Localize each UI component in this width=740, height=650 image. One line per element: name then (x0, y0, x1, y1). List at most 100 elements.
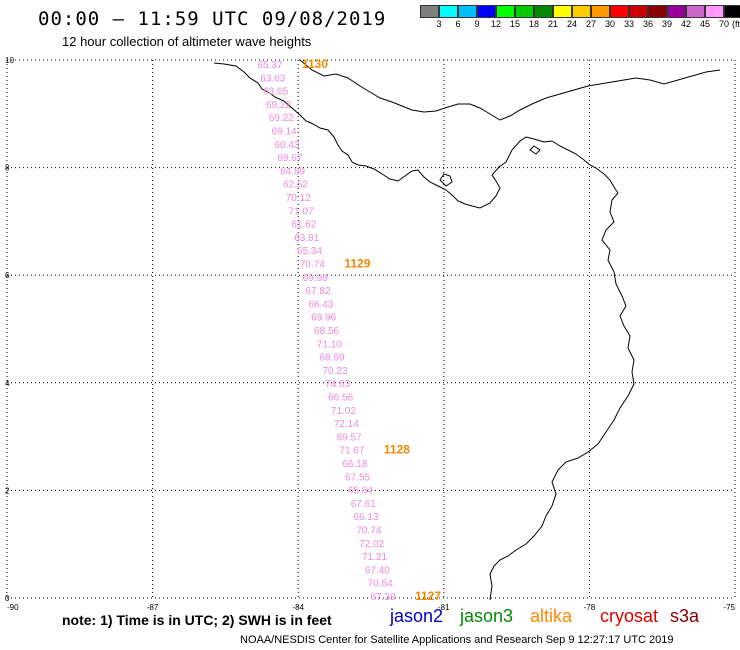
swh-value: 71.07 (289, 206, 314, 217)
color-scale-label: 70 (718, 19, 730, 29)
color-scale-label: 24 (566, 19, 578, 29)
swh-value: 63.81 (294, 233, 319, 244)
swh-value: 69.98 (303, 273, 328, 284)
axis-labels: -90 -87 -84 -81 -78 -75 0 2 4 6 8 10 (5, 56, 736, 612)
swh-value: 69.57 (337, 432, 362, 443)
color-swatch (648, 5, 667, 18)
swh-value: 64.89 (280, 166, 305, 177)
page-subtitle: 12 hour collection of altimeter wave hei… (62, 34, 312, 49)
track-time-labels: 1130 1129 1128 1127 (302, 57, 441, 603)
color-scale-label: 6 (455, 19, 461, 29)
lon-tick-label: -84 (292, 603, 304, 612)
pearl-islands (529, 145, 541, 155)
color-scale-label: 27 (585, 19, 597, 29)
lat-tick-label: 4 (5, 379, 10, 388)
color-swatch (496, 5, 515, 18)
swh-value: 66.18 (342, 459, 367, 470)
color-swatch (515, 5, 534, 18)
swh-value: 70.23 (322, 366, 347, 377)
color-scale-label: 42 (680, 19, 692, 29)
south-america-coast (489, 192, 635, 601)
lon-tick-label: -81 (438, 603, 450, 612)
lat-tick-label: 6 (5, 271, 10, 280)
swh-value: 69.14 (272, 127, 297, 138)
altimeter-track: 65.37 63.63 63.65 69.22 69.22 69.14 60.43 69.67… (257, 60, 395, 603)
swh-value: 66.13 (354, 512, 379, 523)
color-scale-swatches (420, 5, 740, 18)
lat-tick-label: 10 (5, 56, 14, 65)
color-scale-label: 30 (604, 19, 616, 29)
caribbean-coast (299, 59, 721, 121)
time-label: 1127 (415, 589, 441, 603)
swh-value: 71.10 (317, 339, 342, 350)
color-swatch (629, 5, 648, 18)
color-scale-label: 45 (699, 19, 711, 29)
color-swatch (705, 5, 724, 18)
swh-value: 71.67 (339, 446, 364, 457)
swh-value: 70.64 (368, 579, 393, 590)
swh-value: 68.56 (314, 326, 339, 337)
color-scale-label: 9 (474, 19, 480, 29)
swh-value: 63.63 (260, 73, 285, 84)
color-swatch (667, 5, 686, 18)
satellite-jason3: jason3 (460, 606, 514, 626)
central-america-coast (213, 62, 619, 209)
swh-value: 68.99 (320, 353, 345, 364)
swh-value: 69.67 (277, 153, 302, 164)
swh-value: 65.84 (348, 486, 373, 497)
color-swatch (572, 5, 591, 18)
color-scale-unit: (ft) (732, 19, 740, 29)
color-swatch (439, 5, 458, 18)
color-scale-label: 36 (642, 19, 654, 29)
color-swatch (724, 5, 740, 18)
color-scale-label: 39 (661, 19, 673, 29)
time-label: 1129 (344, 257, 370, 271)
swh-value: 65.34 (297, 246, 322, 257)
swh-value: 62.52 (283, 180, 308, 191)
color-scale-label: 12 (490, 19, 502, 29)
satellite-cryosat: cryosat (600, 606, 659, 626)
swh-value: 69.22 (269, 113, 294, 124)
color-swatch (686, 5, 705, 18)
page-title: 00:00 – 11:59 UTC 09/08/2019 (38, 8, 387, 30)
swh-value: 67.40 (365, 565, 390, 576)
swh-value: 67.82 (306, 286, 331, 297)
color-swatch (420, 5, 439, 18)
color-swatch (458, 5, 477, 18)
lon-tick-label: -78 (584, 603, 596, 612)
swh-value: 69.96 (311, 313, 336, 324)
lat-tick-label: 0 (5, 594, 10, 603)
swh-value: 71.02 (331, 406, 356, 417)
satellite-s3a: s3a (670, 606, 700, 626)
swh-value: 67.38 (370, 592, 395, 603)
lon-tick-label: -87 (147, 603, 159, 612)
swh-value: 70.12 (286, 193, 311, 204)
lat-tick-label: 2 (5, 486, 10, 495)
footer-note: note: 1) Time is in UTC; 2) SWH is in fe… (62, 612, 332, 628)
satellite-jason2: jason2 (390, 606, 444, 626)
satellite-altika: altika (530, 606, 573, 626)
color-swatch (591, 5, 610, 18)
swh-value: 61.62 (291, 220, 316, 231)
swh-value: 70.74 (356, 526, 381, 537)
gulf-of-panama (439, 173, 453, 187)
color-swatch (610, 5, 629, 18)
swh-value: 72.14 (334, 419, 359, 430)
swh-value: 65.37 (257, 60, 282, 71)
color-scale-label: 15 (509, 19, 521, 29)
swh-value: 71.21 (362, 552, 387, 563)
color-swatch (534, 5, 553, 18)
color-scale-label: 3 (436, 19, 442, 29)
swh-value: 63.65 (263, 87, 288, 98)
swh-value: 66.56 (328, 393, 353, 404)
coastline (213, 59, 721, 601)
color-scale-label: 18 (528, 19, 540, 29)
swh-value: 67.55 (345, 472, 370, 483)
color-swatch (477, 5, 496, 18)
time-label: 1130 (302, 57, 328, 71)
lon-tick-label: -75 (723, 603, 735, 612)
swh-value: 66.43 (308, 299, 333, 310)
